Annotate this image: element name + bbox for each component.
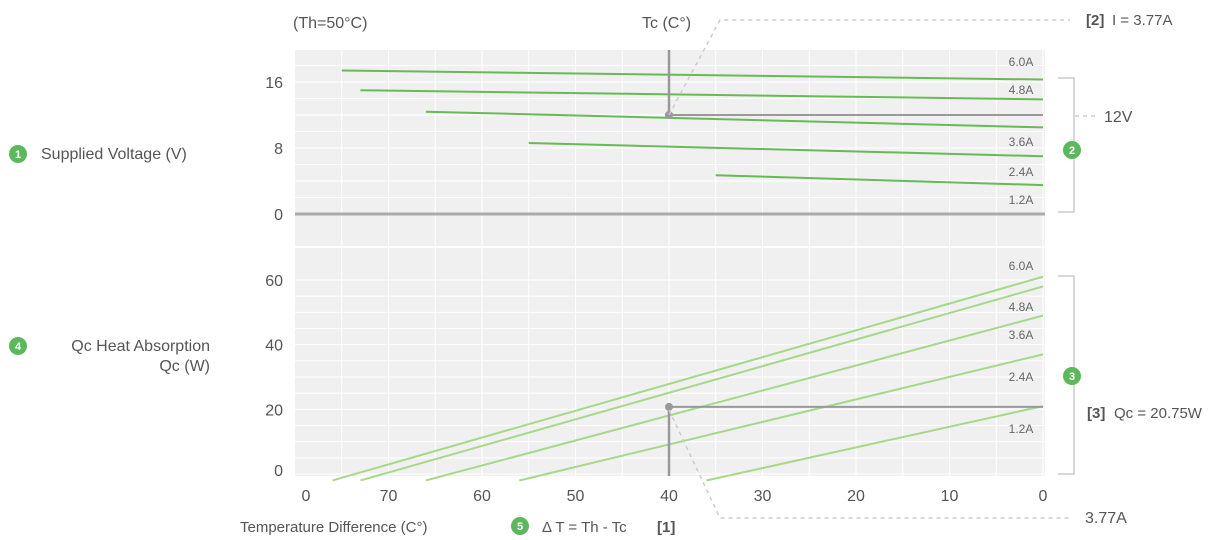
formula-label: Δ T = Th - Tc — [542, 519, 627, 536]
qc-y-tick: 20 — [265, 402, 283, 419]
qc-series-label: 3.6A — [1009, 328, 1034, 342]
qc-series-line-1.2A — [706, 405, 1044, 482]
voltage-series-label: 4.8A — [1009, 83, 1034, 97]
voltage-label-group: 1 Supplied Voltage (V) — [9, 145, 187, 163]
voltage-ref-label: 12V — [1104, 109, 1133, 126]
voltage-series-label: 1.2A — [1009, 193, 1034, 207]
badge-1 — [9, 145, 27, 163]
x-tick: 50 — [567, 488, 585, 505]
badge-5 — [511, 517, 529, 535]
qc-series-line-2.4A — [519, 353, 1044, 482]
qc-label-group: 4 Qc Heat Absorption Qc (W) — [9, 337, 210, 375]
voltage-series-label: 6.0A — [1009, 55, 1034, 69]
badge-2 — [1063, 141, 1081, 159]
qc-y-tick: 60 — [265, 273, 283, 290]
voltage-series-line-2.4A — [528, 142, 1044, 158]
voltage-series-line-6.0A — [341, 69, 1044, 81]
voltage-series-line-3.6A — [425, 110, 1044, 129]
current-ref-text: I = 3.77A — [1112, 12, 1172, 29]
qc-ref-text: Qc = 20.75W — [1114, 405, 1203, 422]
badge-3 — [1063, 367, 1081, 385]
x-tick: 20 — [847, 488, 865, 505]
bottom-current-label: 3.77A — [1085, 510, 1127, 527]
qc-series-label: 1.2A — [1009, 422, 1034, 436]
qc-y-tick: 0 — [274, 463, 283, 480]
current-ref-prefix: [2] — [1086, 12, 1104, 29]
badge-2-text: 2 — [1069, 145, 1075, 157]
x-tick: 10 — [941, 488, 959, 505]
voltage-series-line-1.2A — [715, 174, 1044, 187]
bottom-current-leader-line — [668, 409, 1070, 519]
qc-series-label: 6.0A — [1009, 259, 1034, 273]
formula-ref: [1] — [657, 519, 675, 536]
voltage-y-tick: 16 — [265, 75, 283, 92]
x-tick: 0 — [302, 488, 311, 505]
x-axis-title: Temperature Difference (C°) — [240, 519, 427, 536]
qc-marker-point — [665, 402, 673, 411]
badge-4 — [9, 337, 27, 355]
qc-ref-prefix: [3] — [1087, 405, 1105, 422]
qc-series-line-3.6A — [425, 314, 1044, 482]
badge-3-text: 3 — [1069, 371, 1075, 383]
series-lines — [332, 69, 1044, 482]
qc-series-line-4.8A — [360, 285, 1044, 482]
qc-axis-label-line1: Qc Heat Absorption — [71, 338, 210, 355]
badge-1-text: 1 — [15, 149, 21, 161]
voltage-series-label: 3.6A — [1009, 135, 1034, 149]
voltage-series-line-4.8A — [360, 89, 1044, 101]
current-leader-line — [668, 19, 1070, 116]
qc-axis-label-line2: Qc (W) — [159, 358, 210, 375]
x-tick: 60 — [473, 488, 491, 505]
voltage-y-tick: 0 — [274, 207, 283, 224]
x-tick: 70 — [380, 488, 398, 505]
voltage-series-label: 2.4A — [1009, 165, 1034, 179]
qc-series-line-6.0A — [332, 275, 1044, 482]
x-tick: 40 — [660, 488, 678, 505]
th-label: (Th=50°C) — [293, 15, 367, 32]
x-tick: 0 — [1039, 488, 1048, 505]
voltage-axis-label: Supplied Voltage (V) — [41, 146, 187, 163]
badge-5-text: 5 — [517, 521, 523, 533]
x-tick: 30 — [754, 488, 772, 505]
qc-series-label: 4.8A — [1009, 300, 1034, 314]
badge-4-text: 4 — [15, 341, 22, 353]
markers — [665, 50, 1043, 476]
qc-y-tick: 40 — [265, 338, 283, 355]
qc-series-label: 2.4A — [1009, 370, 1034, 384]
voltage-y-tick: 8 — [274, 141, 283, 158]
tick-labels: 0 8 16 0 20 40 60 0 70 60 50 40 30 20 10 0 — [265, 75, 1047, 505]
tc-label: Tc (C°) — [642, 15, 691, 32]
series-labels: 6.0A 4.8A 3.6A 2.4A 1.2A 6.0A 4.8A 3.6A 2.4A 1.2A — [1009, 55, 1034, 436]
